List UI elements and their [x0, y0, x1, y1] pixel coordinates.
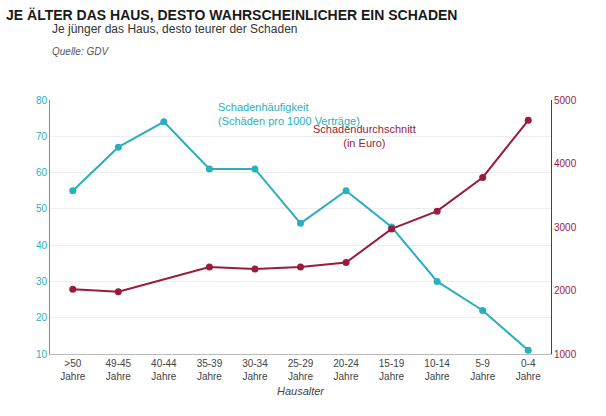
svg-text:5000: 5000 [554, 95, 577, 106]
svg-text:>50Jahre: >50Jahre [60, 358, 85, 382]
svg-text:Schadenhäufigkeit(Schäden pro: Schadenhäufigkeit(Schäden pro 1000 Vertr… [218, 101, 360, 127]
svg-text:40: 40 [36, 240, 48, 251]
svg-text:10: 10 [36, 349, 48, 360]
svg-text:60: 60 [36, 167, 48, 178]
svg-text:80: 80 [36, 95, 48, 106]
svg-text:35-39Jahre: 35-39Jahre [197, 358, 223, 382]
svg-text:Je jünger das Haus, desto teur: Je jünger das Haus, desto teurer der Sch… [52, 22, 297, 36]
svg-text:3000: 3000 [554, 222, 577, 233]
svg-text:49-45Jahre: 49-45Jahre [106, 358, 132, 382]
svg-text:5-9Jahre: 5-9Jahre [470, 358, 495, 382]
svg-text:20-24Jahre: 20-24Jahre [333, 358, 359, 382]
svg-text:30-34Jahre: 30-34Jahre [242, 358, 268, 382]
svg-text:30: 30 [36, 276, 48, 287]
svg-text:25-29Jahre: 25-29Jahre [288, 358, 314, 382]
svg-text:10-14Jahre: 10-14Jahre [424, 358, 450, 382]
svg-text:Hausalter: Hausalter [277, 385, 325, 397]
svg-text:Quelle: GDV: Quelle: GDV [52, 46, 109, 57]
svg-text:50: 50 [36, 203, 48, 214]
svg-text:2000: 2000 [554, 285, 577, 296]
svg-text:40-44Jahre: 40-44Jahre [151, 358, 177, 382]
svg-text:Schadendurchschnitt(in Euro): Schadendurchschnitt(in Euro) [313, 123, 416, 149]
svg-text:1000: 1000 [554, 349, 577, 360]
svg-text:70: 70 [36, 131, 48, 142]
svg-text:15-19Jahre: 15-19Jahre [379, 358, 405, 382]
svg-text:0-4Jahre: 0-4Jahre [516, 358, 541, 382]
svg-text:4000: 4000 [554, 158, 577, 169]
svg-text:JE ÄLTER DAS HAUS, DESTO WAHRS: JE ÄLTER DAS HAUS, DESTO WAHRSCHEINLICHE… [6, 7, 457, 23]
svg-text:20: 20 [36, 312, 48, 323]
